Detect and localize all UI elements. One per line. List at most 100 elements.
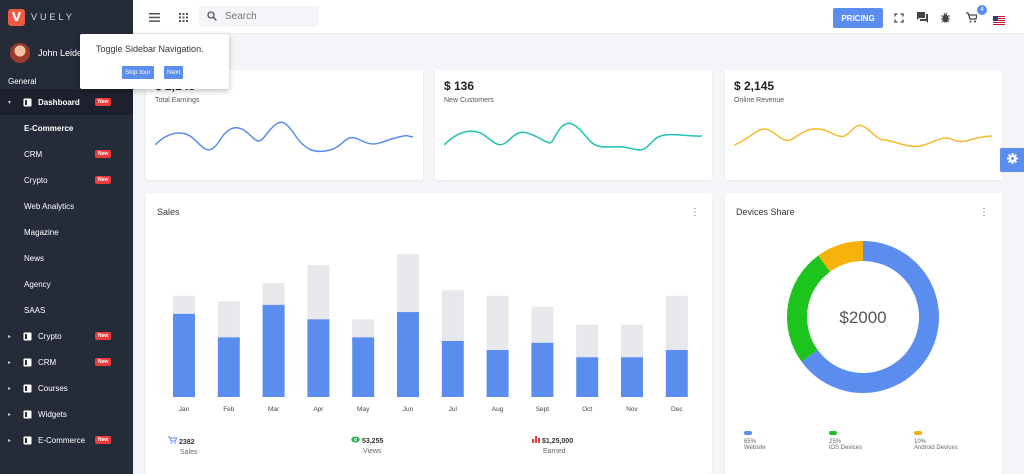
sidebar-item-web-analytics[interactable]: Web Analytics — [0, 193, 133, 219]
more-vert-icon[interactable]: ⋮ — [979, 207, 989, 218]
chevron-right-icon: ▸ — [8, 437, 12, 444]
earnings-sparkline — [155, 121, 413, 153]
pricing-button[interactable]: PRICING — [833, 8, 883, 28]
sidebar-item-agency[interactable]: Agency — [0, 271, 133, 297]
bar-value — [262, 304, 285, 397]
sidebar-item-crypto[interactable]: ▸ Crypto New — [0, 323, 133, 349]
sales-stat: 2382 Sales — [168, 436, 198, 456]
settings-gear-button[interactable] — [1000, 148, 1024, 172]
cart-icon — [168, 436, 178, 444]
stat-card-new-customers: $ 136 New Customers — [435, 70, 712, 180]
views-value: 53,255 — [361, 438, 384, 445]
search-input[interactable] — [225, 11, 315, 22]
sidebar-item-crm[interactable]: CRM New — [0, 141, 133, 167]
bar-value — [665, 350, 688, 397]
sidebar-item-crm[interactable]: ▸ CRM New — [0, 349, 133, 375]
sidebar-item-saas[interactable]: SAAS — [0, 297, 133, 323]
stat-value: $ 2,145 — [734, 79, 775, 93]
sidebar-item-dashboard[interactable]: ▾ Dashboard New — [0, 89, 133, 115]
legend-pct: 25% — [829, 439, 842, 445]
sidebar-item-label: Agency — [24, 279, 51, 289]
legend-android: 10% Android Devices — [914, 431, 958, 451]
sidebar-item-magazine[interactable]: Magazine — [0, 219, 133, 245]
menu-toggle-icon[interactable] — [147, 10, 161, 24]
legend-pct: 10% — [914, 439, 927, 445]
sidebar-item-widgets[interactable]: ▸ Widgets — [0, 401, 133, 427]
donut-slice-website — [801, 241, 939, 393]
bar-remaining — [531, 306, 554, 343]
eye-icon — [351, 436, 360, 443]
earned-value: $1,25,000 — [541, 438, 574, 445]
bar-remaining — [665, 295, 688, 351]
search-icon — [207, 8, 217, 26]
x-tick-label: Nov — [626, 406, 638, 413]
sidebar-item-label: CRM — [24, 149, 43, 159]
bug-icon[interactable] — [940, 10, 951, 28]
gear-icon — [1006, 151, 1018, 169]
x-tick-label: Feb — [223, 406, 235, 413]
legend-swatch — [829, 431, 837, 435]
people-icon — [22, 358, 32, 367]
sidebar-item-courses[interactable]: ▸ Courses — [0, 375, 133, 401]
x-tick-label: May — [357, 406, 370, 413]
legend-swatch — [914, 431, 922, 435]
cart-count-badge: 4 — [977, 5, 987, 15]
legend-label: Website — [744, 445, 766, 451]
x-tick-label: Oct — [582, 406, 592, 413]
stat-label: Online Revenue — [734, 97, 785, 104]
bar-value — [486, 350, 509, 397]
views-stat: 53,255 Views — [351, 436, 383, 455]
fullscreen-icon[interactable] — [894, 10, 904, 28]
sidebar-item-label: E-Commerce — [38, 435, 86, 445]
earned-stat: $1,25,000 Earned — [532, 436, 573, 455]
search-box[interactable] — [199, 6, 319, 27]
sales-value: 2382 — [178, 439, 195, 446]
sidebar-item-crypto[interactable]: Crypto New — [0, 167, 133, 193]
us-flag-icon[interactable] — [993, 12, 1005, 30]
sales-label: Sales — [180, 449, 198, 456]
user-profile[interactable]: John Leider — [0, 37, 133, 69]
new-badge: New — [95, 332, 112, 340]
sidebar-item-e-commerce[interactable]: E-Commerce — [0, 115, 133, 141]
bar-value — [576, 357, 599, 397]
bar-value — [397, 312, 419, 397]
sidebar-item-label: SAAS — [24, 305, 46, 315]
apps-grid-icon[interactable] — [176, 10, 190, 24]
x-tick-label: Apr — [313, 406, 324, 413]
bar-remaining — [441, 290, 464, 341]
bar-value — [352, 337, 375, 397]
bar-value — [307, 319, 330, 397]
devices-share-card: Devices Share ⋮ $2000 65% Website 25% iO… — [725, 193, 1002, 474]
next-button[interactable]: Next — [164, 66, 184, 79]
donut-slice-ios-devices — [787, 255, 831, 362]
sidebar-item-label: E-Commerce — [24, 123, 74, 133]
x-tick-label: Jul — [449, 406, 458, 413]
top-header: PRICING 4 — [133, 0, 1024, 34]
new-badge: New — [95, 176, 112, 184]
brand[interactable]: V VUELY — [0, 0, 133, 34]
sidebar-item-label: Widgets — [38, 409, 67, 419]
bar-value — [173, 313, 195, 397]
brand-name: VUELY — [31, 12, 75, 22]
crypto-icon — [22, 332, 32, 341]
x-tick-label: Jun — [403, 406, 414, 413]
cart-icon[interactable] — [966, 10, 978, 28]
card-title: Sales — [157, 207, 180, 217]
chevron-right-icon: ▸ — [8, 385, 12, 392]
more-vert-icon[interactable]: ⋮ — [690, 207, 700, 218]
stat-label: New Customers — [444, 97, 494, 104]
donut-center-label: $2000 — [839, 308, 886, 327]
chat-icon[interactable] — [917, 10, 928, 28]
section-label-general: General — [8, 77, 37, 86]
bar-value — [531, 342, 554, 397]
bar-chart-icon — [532, 436, 540, 443]
sidebar-item-news[interactable]: News — [0, 245, 133, 271]
stat-label: Total Earnings — [155, 97, 200, 104]
book-icon — [22, 384, 32, 393]
card-title: Devices Share — [736, 207, 795, 217]
sidebar-item-label: News — [24, 253, 45, 263]
sidebar-item-e-commerce[interactable]: ▸ E-Commerce New — [0, 427, 133, 453]
sales-card: Sales ⋮ Jan Feb Mar Apr May Jun Jul Aug Sept Oct N… — [146, 193, 712, 474]
skip-tour-button[interactable]: Skip tour — [122, 66, 154, 79]
bar-value — [441, 340, 464, 397]
